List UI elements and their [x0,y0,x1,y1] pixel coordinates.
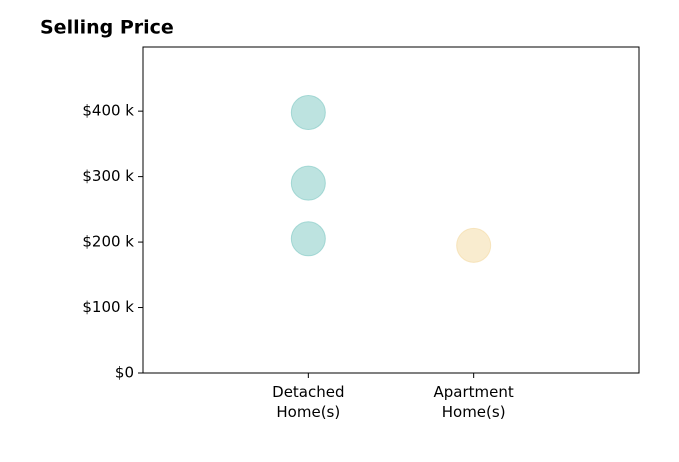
y-tick-label: $100 k [82,298,134,316]
y-tick-label: $200 k [82,233,134,251]
x-tick-label: Apartment Home(s) [433,383,514,421]
x-tick-label: Detached Home(s) [272,383,345,421]
y-tick-label: $0 [115,364,134,382]
chart-title: Selling Price [40,17,174,39]
y-tick-label: $400 k [82,102,134,120]
point [290,94,326,130]
point [290,165,326,201]
point [290,221,326,257]
point [456,227,492,263]
y-tick-label: $300 k [82,167,134,185]
plot-frame [142,46,640,374]
